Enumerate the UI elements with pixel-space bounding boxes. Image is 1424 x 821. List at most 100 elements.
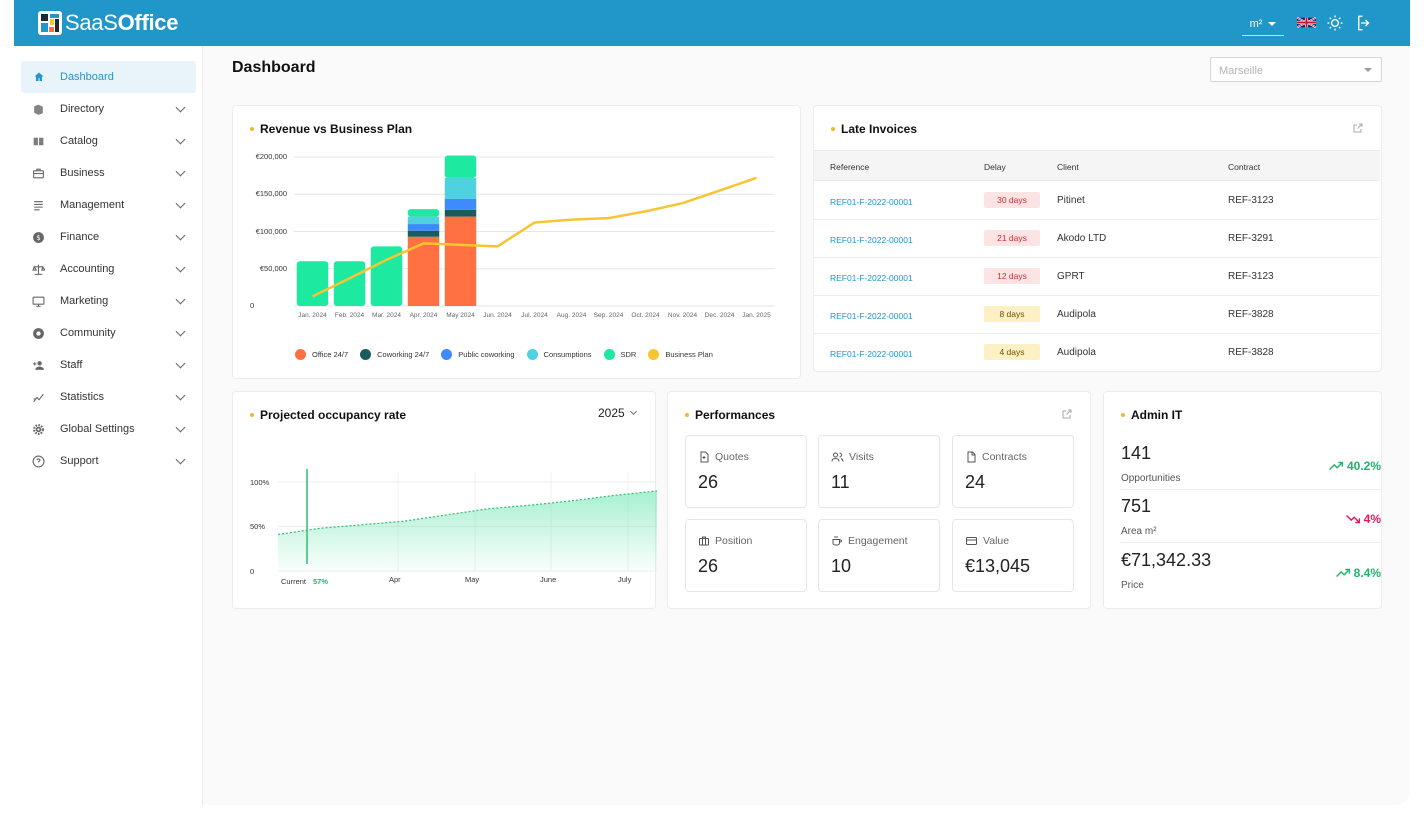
bar-segment[interactable] [333,261,366,306]
trend-badge: 40.2% [1329,459,1381,473]
x-tick: Mar. 2024 [372,312,401,319]
list-icon [32,199,45,212]
sidebar-item-label: Accounting [60,263,115,275]
perf-value: 10 [831,556,852,576]
bar-segment[interactable] [444,216,477,306]
bar-segment[interactable] [407,224,440,231]
directory-icon [32,103,45,116]
site-select[interactable]: Marseille [1210,57,1382,82]
y-tick: €200,000 [255,152,287,161]
sidebar-item-business[interactable]: Business [21,157,196,189]
file-icon [967,451,976,463]
admin-value: €71,342.33 [1121,550,1212,570]
bar-segment[interactable] [407,209,440,217]
perf-quotes[interactable]: Quotes 26 [685,435,807,508]
client-cell: GPRT [1057,271,1085,282]
table-row[interactable]: REF01-F-2022-00001 21 days Akodo LTD REF… [814,220,1380,258]
caret-down-icon [1364,68,1372,72]
sidebar-item-directory[interactable]: Directory [21,93,196,125]
perf-visits[interactable]: Visits 11 [818,435,940,508]
uk-flag-icon[interactable] [1297,16,1316,29]
sidebar-item-global-settings[interactable]: Global Settings [21,413,196,445]
page-title: Dashboard [232,59,316,76]
table-row[interactable]: REF01-F-2022-00001 8 days Audipola REF-3… [814,296,1380,334]
external-link-icon[interactable] [1352,122,1364,134]
perf-engagement[interactable]: Engagement 10 [818,519,940,592]
occupancy-card: Projected occupancy rate 2025 100% 50% 0… [232,391,657,609]
legend-item[interactable]: Office 24/7 [295,349,348,360]
perf-value: 26 [698,472,719,492]
year-select[interactable]: 2025 [598,406,637,420]
late-invoices-title: Late Invoices [831,122,917,136]
invoice-reference-link[interactable]: REF01-F-2022-00001 [830,273,913,283]
bar-segment[interactable] [407,216,440,225]
column-header-reference[interactable]: Reference [830,162,870,172]
x-tick: July [618,575,632,584]
perf-label: Quotes [698,451,749,463]
chart-line-icon [32,391,45,404]
client-cell: Pitinet [1057,195,1085,206]
perf-value-card[interactable]: Value €13,045 [952,519,1074,592]
legend-item[interactable]: Consumptions [526,349,592,360]
legend-item[interactable]: Public coworking [441,349,515,360]
contract-cell: REF-3123 [1228,271,1274,282]
sun-icon[interactable] [1326,14,1344,32]
legend-item[interactable]: Business Plan [648,349,713,360]
admin-label: Price [1121,580,1144,591]
chevron-down-icon [175,230,186,241]
sidebar-item-finance[interactable]: $ Finance [21,221,196,253]
bar-segment[interactable] [444,198,477,210]
table-row[interactable]: REF01-F-2022-00001 12 days GPRT REF-3123 [814,258,1380,296]
perf-label: Value [965,535,1009,547]
external-link-icon[interactable] [1061,408,1073,420]
sidebar-item-community[interactable]: Community [21,317,196,349]
sidebar-item-management[interactable]: Management [21,189,196,221]
x-tick: June [540,575,557,584]
sidebar-item-statistics[interactable]: Statistics [21,381,196,413]
trend-up-icon [1335,568,1350,577]
column-header-client[interactable]: Client [1057,162,1079,172]
invoice-reference-link[interactable]: REF01-F-2022-00001 [830,235,913,245]
admin-row-opportunities: 141 Opportunities 40.2% [1121,443,1381,497]
table-row[interactable]: REF01-F-2022-00001 4 days Audipola REF-3… [814,334,1380,372]
user-add-icon [32,359,45,372]
legend-item[interactable]: SDR [603,349,636,360]
bar-segment[interactable] [296,261,329,306]
sidebar-item-dashboard[interactable]: Dashboard [21,61,196,93]
invoice-reference-link[interactable]: REF01-F-2022-00001 [830,311,913,321]
unit-select[interactable]: m² [1242,12,1284,36]
bar-segment[interactable] [370,246,403,306]
invoice-reference-link[interactable]: REF01-F-2022-00001 [830,197,913,207]
y-tick: 0 [250,301,255,310]
perf-contracts[interactable]: Contracts 24 [952,435,1074,508]
sidebar-item-catalog[interactable]: Catalog [21,125,196,157]
occupancy-title: Projected occupancy rate [250,408,406,422]
legend-item[interactable]: Coworking 24/7 [360,349,429,360]
chevron-down-icon [175,326,186,337]
business-plan-line[interactable] [311,176,757,298]
app-window: SaaSOffice m² Dashboard Directory [14,0,1410,805]
bar-segment[interactable] [444,209,477,217]
sidebar-item-staff[interactable]: Staff [21,349,196,381]
chevron-down-icon [175,422,186,433]
column-header-delay[interactable]: Delay [984,162,1006,172]
x-tick: Jun. 2024 [483,312,512,319]
invoice-reference-link[interactable]: REF01-F-2022-00001 [830,349,913,359]
trend-badge: 4% [1345,512,1381,526]
trend-badge: 8.4% [1335,566,1381,580]
column-header-contract[interactable]: Contract [1228,162,1261,172]
perf-value: 24 [965,472,986,492]
logout-icon[interactable] [1355,14,1373,32]
bar-segment[interactable] [444,177,477,199]
logo[interactable]: SaaSOffice [38,10,178,36]
bar-segment[interactable] [444,155,477,178]
sidebar-item-label: Staff [60,359,83,371]
sidebar-item-accounting[interactable]: Accounting [21,253,196,285]
sidebar-item-label: Marketing [60,295,109,307]
bar-segment[interactable] [407,230,440,237]
sidebar-item-support[interactable]: Support [21,445,196,477]
admin-value: 751 [1121,496,1152,516]
perf-position[interactable]: Position 26 [685,519,807,592]
table-row[interactable]: REF01-F-2022-00001 30 days Pitinet REF-3… [814,182,1380,220]
sidebar-item-marketing[interactable]: Marketing [21,285,196,317]
